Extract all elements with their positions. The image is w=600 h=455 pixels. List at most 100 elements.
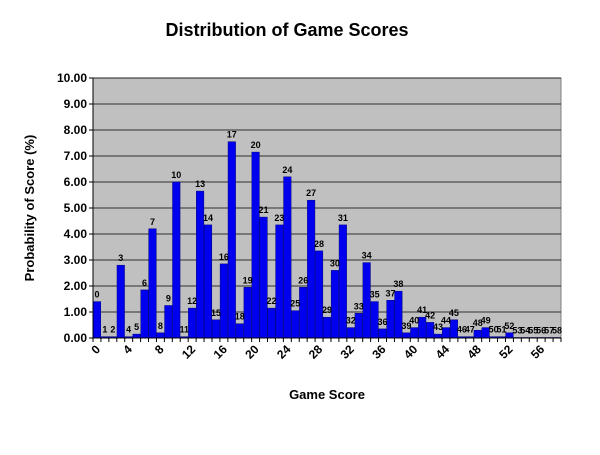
y-axis-ticks: 0.00 1.00 2.00 3.00 4.00 5.00 6.00 7.00 8.00 9.00… <box>57 71 93 345</box>
bar-data-label: 29 <box>322 305 332 315</box>
bar <box>275 224 284 339</box>
bar-data-label: 8 <box>158 321 163 331</box>
bar-data-label: 46 <box>457 325 467 335</box>
bar-data-label: 26 <box>298 275 308 285</box>
bar <box>330 270 339 339</box>
bar-data-label: 28 <box>314 239 324 249</box>
bar-data-label: 42 <box>425 310 435 320</box>
bar-data-label: 0 <box>94 290 99 300</box>
x-tick-label: 40 <box>401 342 421 362</box>
bar-data-label: 36 <box>378 317 388 327</box>
bar-data-label: 41 <box>417 305 427 315</box>
x-tick-label: 24 <box>274 342 294 362</box>
bar-data-label: 51 <box>497 325 507 335</box>
bar <box>92 301 101 339</box>
bar-data-label: 38 <box>393 279 403 289</box>
bar-data-label: 17 <box>227 130 237 140</box>
bar <box>346 327 355 339</box>
y-tick-label: 6.00 <box>64 175 88 189</box>
x-tick-label: 4 <box>120 342 135 357</box>
bar-data-label: 16 <box>219 252 229 262</box>
bar-data-label: 18 <box>235 312 245 322</box>
bar-data-label: 49 <box>481 316 491 326</box>
bars <box>92 141 562 339</box>
bar-data-label: 34 <box>362 251 372 261</box>
bar <box>354 313 363 339</box>
bar <box>148 228 157 339</box>
y-tick-label: 4.00 <box>64 227 88 241</box>
bar <box>307 199 316 339</box>
bar-data-label: 33 <box>354 301 364 311</box>
x-tick-label: 52 <box>496 342 516 362</box>
bar-data-label: 3 <box>118 253 123 263</box>
data-labels: 01 234 56789101112131415161718192021222324… <box>94 130 562 336</box>
y-tick-label: 2.00 <box>64 279 88 293</box>
x-tick-label: 56 <box>528 342 548 362</box>
bar-data-label: 20 <box>251 140 261 150</box>
y-tick-label: 0.00 <box>64 331 88 345</box>
bar <box>116 264 125 339</box>
bar-data-label: 6 <box>142 278 147 288</box>
bar <box>243 287 252 339</box>
bar-data-label: 21 <box>259 205 269 215</box>
bar-data-label: 22 <box>266 296 276 306</box>
bar-data-label: 9 <box>166 294 171 304</box>
y-axis-title: Probability of Score (%) <box>22 135 37 282</box>
bar-data-label: 39 <box>401 321 411 331</box>
bar <box>283 176 292 339</box>
x-tick-label: 48 <box>464 342 484 362</box>
bar-data-label: 23 <box>274 213 284 223</box>
bar <box>259 216 268 339</box>
bar-data-label: 31 <box>338 213 348 223</box>
bar <box>291 310 300 339</box>
bar <box>203 224 213 339</box>
bar-data-label: 5 <box>134 322 139 332</box>
bar <box>441 327 451 339</box>
bar <box>362 262 371 339</box>
y-tick-label: 5.00 <box>64 201 88 215</box>
bar-data-label: 48 <box>473 318 483 328</box>
bar <box>378 328 387 339</box>
x-tick-label: 0 <box>88 342 103 357</box>
bar-data-label: 32 <box>346 316 356 326</box>
x-tick-label: 44 <box>433 342 453 362</box>
bar-data-label: 35 <box>370 290 380 300</box>
bar <box>235 323 244 339</box>
bar-data-label: 47 <box>465 325 475 335</box>
bar-data-label: 44 <box>441 316 451 326</box>
bar-data-label: 19 <box>243 275 253 285</box>
bar <box>156 332 165 339</box>
bar <box>315 250 324 339</box>
x-axis-ticks: 0 4 8 12 16 20 24 28 32 36 40 44 48 52 56 <box>88 338 562 362</box>
bar-data-label: 30 <box>330 258 340 268</box>
bar <box>402 332 411 339</box>
bar <box>251 151 260 339</box>
y-tick-label: 1.00 <box>64 305 88 319</box>
x-tick-label: 12 <box>179 342 199 362</box>
bar <box>394 290 403 339</box>
x-tick-label: 32 <box>338 342 358 362</box>
bar-data-label: 12 <box>187 296 197 306</box>
bar <box>188 307 197 339</box>
bar-data-label: 1 <box>102 325 107 335</box>
bar-data-label: 55 <box>528 325 538 335</box>
bar <box>227 141 236 339</box>
y-tick-label: 10.00 <box>57 71 87 85</box>
bar-data-label: 25 <box>290 299 300 309</box>
bar-data-label: 57 <box>544 325 554 335</box>
bar-data-label: 50 <box>489 325 499 335</box>
bar-data-label: 27 <box>306 188 316 198</box>
bar-data-label: 40 <box>409 316 419 326</box>
bar-data-label: 43 <box>433 322 443 332</box>
bar-data-label: 2 <box>110 325 115 335</box>
y-tick-label: 7.00 <box>64 149 88 163</box>
bar-data-label: 56 <box>536 325 546 335</box>
bar-data-label: 14 <box>203 213 213 223</box>
bar <box>172 181 181 339</box>
y-tick-label: 9.00 <box>64 97 88 111</box>
bar-data-label: 45 <box>449 308 459 318</box>
bar <box>386 300 395 339</box>
bar-data-label: 54 <box>520 325 530 335</box>
